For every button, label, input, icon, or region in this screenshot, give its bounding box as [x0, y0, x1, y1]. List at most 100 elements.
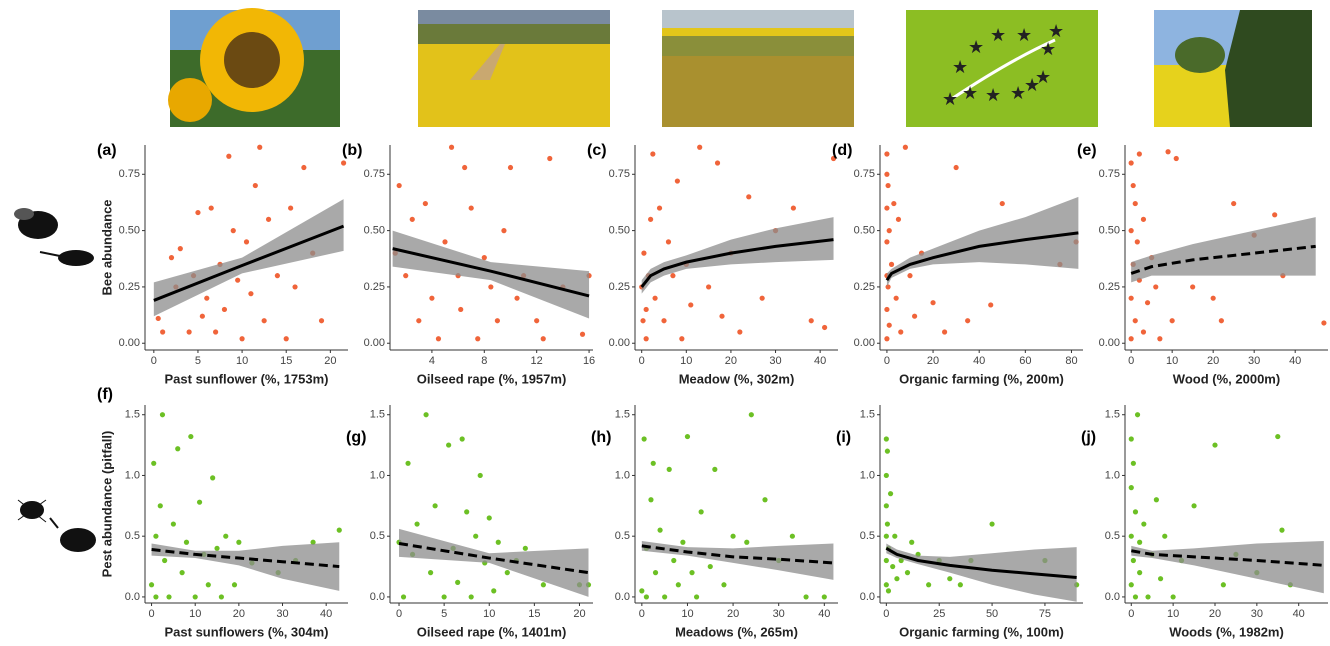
panel: 0.00.51.01.5010203040Meadows (%, 265m)(h…	[591, 405, 838, 639]
data-point	[884, 307, 889, 312]
data-point	[648, 217, 653, 222]
data-point	[884, 205, 889, 210]
svg-text:★: ★	[985, 85, 1001, 105]
data-point	[641, 251, 646, 256]
data-point	[886, 588, 891, 593]
x-tick-label: 10	[189, 608, 201, 620]
data-point	[644, 594, 649, 599]
data-point	[1137, 151, 1142, 156]
data-point	[1221, 582, 1226, 587]
data-point	[401, 594, 406, 599]
data-point	[449, 145, 454, 150]
y-tick-label: 0.25	[364, 281, 385, 293]
data-point	[903, 145, 908, 150]
data-point	[288, 205, 293, 210]
data-point	[989, 521, 994, 526]
data-point	[648, 497, 653, 502]
data-point	[458, 307, 463, 312]
x-tick-label: 15	[280, 355, 292, 367]
data-point	[651, 461, 656, 466]
y-tick-label: 1.0	[370, 469, 385, 481]
y-tick-label: 0.5	[860, 530, 875, 542]
data-point	[405, 461, 410, 466]
data-point	[892, 534, 897, 539]
data-point	[410, 217, 415, 222]
data-point	[1129, 336, 1134, 341]
data-point	[429, 296, 434, 301]
data-point	[1135, 412, 1140, 417]
data-point	[337, 528, 342, 533]
confidence-band	[154, 199, 344, 316]
confidence-band	[393, 231, 589, 319]
x-tick-label: 0	[151, 355, 157, 367]
data-point	[206, 582, 211, 587]
y-tick-label: 0.0	[860, 591, 875, 603]
y-tick-label: 1.0	[1105, 469, 1120, 481]
data-point	[791, 205, 796, 210]
panel-label: (f)	[97, 386, 113, 403]
data-point	[947, 576, 952, 581]
y-tick-label: 0.75	[119, 168, 140, 180]
data-point	[887, 228, 892, 233]
data-point	[169, 255, 174, 260]
photo-rape-field	[418, 10, 610, 127]
y-axis-label: Pest abundance (pitfall)	[99, 431, 114, 578]
data-point	[706, 284, 711, 289]
data-point	[803, 594, 808, 599]
x-tick-label: 50	[986, 608, 998, 620]
x-tick-label: 15	[528, 608, 540, 620]
data-point	[689, 570, 694, 575]
data-point	[1171, 594, 1176, 599]
data-point	[719, 314, 724, 319]
data-point	[884, 582, 889, 587]
confidence-band	[399, 529, 588, 597]
data-point	[149, 582, 154, 587]
data-point	[341, 160, 346, 165]
data-point	[541, 582, 546, 587]
panel-label: (c)	[587, 142, 607, 159]
pest-silhouettes	[18, 500, 96, 552]
svg-text:★: ★	[1040, 39, 1056, 59]
y-tick-label: 0.00	[854, 337, 875, 349]
data-point	[942, 329, 947, 334]
data-point	[1137, 540, 1142, 545]
data-point	[653, 570, 658, 575]
data-point	[204, 296, 209, 301]
x-tick-label: 0	[1128, 355, 1134, 367]
y-tick-label: 0.25	[119, 281, 140, 293]
data-point	[160, 412, 165, 417]
x-tick-label: 10	[483, 608, 495, 620]
y-tick-label: 0.25	[609, 281, 630, 293]
data-point	[158, 503, 163, 508]
data-point	[223, 534, 228, 539]
data-point	[642, 436, 647, 441]
data-point	[195, 210, 200, 215]
x-tick-label: 10	[1167, 608, 1179, 620]
data-point	[193, 594, 198, 599]
fit-line	[154, 226, 344, 300]
data-point	[197, 500, 202, 505]
panel-label: (i)	[836, 429, 851, 446]
data-point	[446, 442, 451, 447]
panel: 0.000.250.500.75010203040Meadow (%, 302m…	[587, 142, 838, 386]
data-point	[721, 582, 726, 587]
data-point	[891, 201, 896, 206]
data-point	[462, 165, 467, 170]
photo-wood-edge	[1154, 10, 1312, 127]
data-point	[694, 594, 699, 599]
data-point	[469, 594, 474, 599]
data-point	[184, 540, 189, 545]
data-point	[178, 246, 183, 251]
x-tick-label: 30	[1251, 608, 1263, 620]
data-point	[662, 594, 667, 599]
x-tick-label: 25	[933, 608, 945, 620]
data-point	[275, 273, 280, 278]
data-point	[1165, 149, 1170, 154]
panel-label: (a)	[97, 142, 117, 159]
data-point	[200, 314, 205, 319]
data-point	[1321, 320, 1326, 325]
confidence-band	[152, 542, 340, 591]
data-point	[180, 570, 185, 575]
y-tick-label: 0.0	[615, 591, 630, 603]
x-tick-label: 10	[680, 355, 692, 367]
